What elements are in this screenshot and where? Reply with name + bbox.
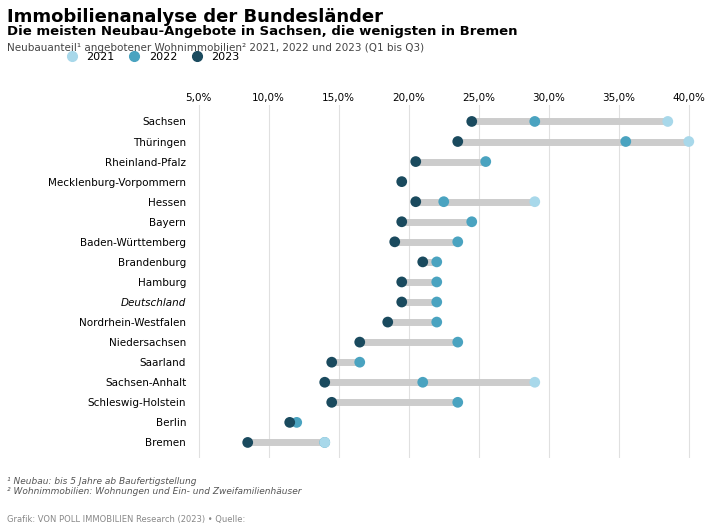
Text: ² Wohnimmobilien: Wohnungen und Ein- und Zweifamilienhäuser: ² Wohnimmobilien: Wohnungen und Ein- und…: [7, 487, 302, 496]
Point: [452, 338, 464, 346]
Point: [396, 278, 408, 286]
Text: Neubauanteil¹ angebotener Wohnimmobilien² 2021, 2022 und 2023 (Q1 bis Q3): Neubauanteil¹ angebotener Wohnimmobilien…: [7, 43, 425, 53]
Text: Immobilienanalyse der Bundesländer: Immobilienanalyse der Bundesländer: [7, 8, 383, 26]
Point: [431, 278, 442, 286]
Point: [354, 338, 366, 346]
Point: [529, 378, 540, 386]
Point: [452, 398, 464, 406]
Point: [396, 298, 408, 306]
Point: [354, 358, 366, 366]
Point: [431, 318, 442, 326]
Point: [396, 218, 408, 226]
Point: [480, 158, 491, 166]
Point: [466, 117, 477, 125]
Point: [242, 438, 253, 447]
Point: [466, 218, 477, 226]
Point: [431, 298, 442, 306]
Point: [410, 158, 422, 166]
Text: Die meisten Neubau-Angebote in Sachsen, die wenigsten in Bremen: Die meisten Neubau-Angebote in Sachsen, …: [7, 25, 518, 38]
Point: [382, 318, 393, 326]
Point: [620, 138, 631, 146]
Point: [319, 438, 330, 447]
Point: [319, 438, 330, 447]
Point: [452, 238, 464, 246]
Point: [396, 178, 408, 186]
Point: [417, 378, 428, 386]
Point: [529, 117, 540, 125]
Point: [284, 418, 295, 426]
Point: [452, 138, 464, 146]
Point: [529, 198, 540, 206]
Point: [662, 117, 674, 125]
Point: [431, 258, 442, 266]
Point: [417, 258, 428, 266]
Legend: 2021, 2022, 2023: 2021, 2022, 2023: [56, 47, 244, 66]
Point: [410, 198, 422, 206]
Point: [319, 378, 330, 386]
Point: [683, 138, 694, 146]
Point: [438, 198, 449, 206]
Text: ¹ Neubau: bis 5 Jahre ab Baufertigstellung: ¹ Neubau: bis 5 Jahre ab Baufertigstellu…: [7, 477, 197, 486]
Point: [291, 418, 302, 426]
Point: [326, 398, 337, 406]
Point: [389, 238, 400, 246]
Point: [326, 358, 337, 366]
Text: Grafik: VON POLL IMMOBILIEN Research (2023) • Quelle:: Grafik: VON POLL IMMOBILIEN Research (20…: [7, 515, 248, 524]
